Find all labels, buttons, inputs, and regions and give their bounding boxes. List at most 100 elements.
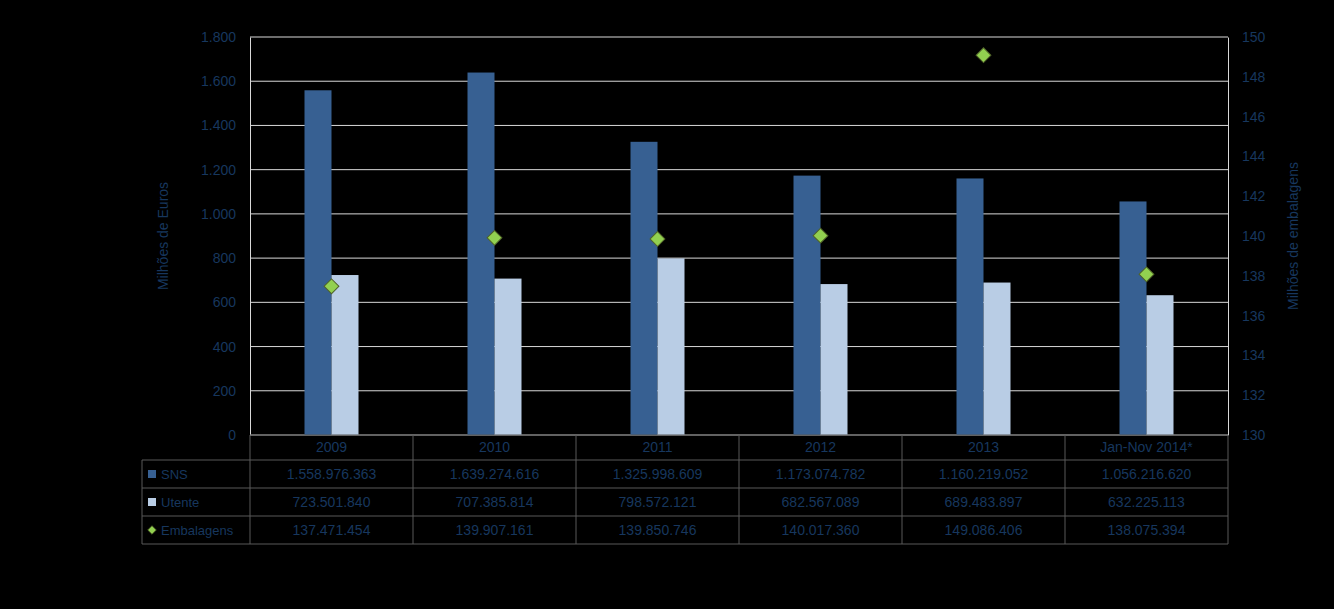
tick: 138 — [1228, 268, 1266, 284]
table-line — [739, 435, 740, 544]
tick: 400 — [213, 339, 250, 355]
tick-label: 2010 — [479, 439, 510, 455]
y2-axis: 130 132 134 136 138 140 142 144 146 148 150 — [1228, 29, 1266, 443]
tick: 2012 — [805, 439, 836, 455]
bar — [794, 176, 821, 435]
grid-line — [250, 213, 1228, 214]
tick: 132 — [1228, 387, 1266, 403]
table-value: 707.385.814 — [456, 494, 534, 510]
tick: 1.800 — [201, 29, 250, 45]
tick: 2011 — [642, 439, 672, 455]
tick-label: 2012 — [805, 439, 836, 455]
tick: 148 — [1228, 69, 1266, 85]
table-value: 140.017.360 — [782, 522, 860, 538]
bar — [957, 178, 984, 435]
point — [1139, 267, 1154, 282]
axis-title: Milhões de embalagens — [1285, 162, 1301, 310]
point — [976, 48, 991, 63]
table-line — [902, 435, 903, 544]
grid-line — [250, 258, 1228, 259]
axis-line — [1228, 38, 1229, 436]
tick-label: 0 — [228, 427, 236, 443]
table-value: 682.567.089 — [782, 494, 860, 510]
tick: 142 — [1228, 188, 1266, 204]
bar-series — [305, 73, 1147, 435]
tick-label: 2013 — [968, 439, 999, 455]
table-value: 139.850.746 — [619, 522, 697, 538]
tick: 134 — [1228, 347, 1266, 363]
grid-line — [250, 169, 1228, 170]
tick: 150 — [1228, 29, 1266, 45]
table-line — [1228, 435, 1229, 544]
legend-label: Utente — [161, 495, 199, 510]
grid-line — [250, 37, 1228, 38]
legend-swatch — [148, 526, 156, 534]
tick: 200 — [213, 383, 250, 399]
table-value: 1.325.998.609 — [613, 466, 703, 482]
table-value: 798.572.121 — [619, 494, 697, 510]
bar — [631, 142, 658, 435]
tick-label: 1.800 — [201, 29, 236, 45]
tick-label: 134 — [1242, 347, 1266, 363]
tick-label: 130 — [1242, 427, 1266, 443]
table-value: 1.558.976.363 — [287, 466, 377, 482]
grid-line — [250, 346, 1228, 347]
tick: 130 — [1228, 427, 1266, 443]
tick-label: 136 — [1242, 308, 1266, 324]
point — [324, 279, 339, 294]
tick-label: 144 — [1242, 148, 1266, 164]
tick: 800 — [213, 250, 250, 266]
bar — [821, 284, 848, 435]
point — [650, 232, 665, 247]
tick-label: Jan-Nov 2014* — [1100, 439, 1193, 455]
table-value: 723.501.840 — [293, 494, 371, 510]
table-line — [142, 460, 143, 544]
bar — [305, 90, 332, 435]
legend-swatch — [148, 498, 156, 506]
table-value: 137.471.454 — [293, 522, 371, 538]
table-value: 632.225.113 — [1108, 494, 1185, 510]
tick-label: 138 — [1242, 268, 1266, 284]
legend-label: SNS — [161, 467, 188, 482]
tick-label: 1.600 — [201, 73, 236, 89]
plot-area — [305, 48, 1174, 435]
point-series — [324, 48, 1154, 294]
data-table: SNS1.558.976.3631.639.274.6161.325.998.6… — [142, 435, 1228, 544]
table-line — [250, 435, 251, 544]
tick: 136 — [1228, 308, 1266, 324]
bar — [1120, 201, 1147, 435]
y-axis: 02004006008001.0001.2001.4001.6001.800 — [201, 29, 251, 443]
chart: 02004006008001.0001.2001.4001.6001.80013… — [0, 0, 1334, 609]
table-line — [413, 435, 414, 544]
tick: Jan-Nov 2014* — [1100, 439, 1193, 455]
background — [0, 0, 1334, 609]
tick: 146 — [1228, 109, 1266, 125]
tick: 1.200 — [201, 162, 250, 178]
tick-label: 148 — [1242, 69, 1266, 85]
tick: 2010 — [479, 439, 510, 455]
bar — [658, 258, 685, 435]
tick: 140 — [1228, 228, 1266, 244]
bar — [495, 279, 522, 435]
tick-label: 2009 — [316, 439, 347, 455]
table-value: 1.056.216.620 — [1102, 466, 1192, 482]
grid-line — [250, 125, 1228, 126]
tick-label: 200 — [213, 383, 237, 399]
bar — [984, 283, 1011, 435]
bar-series — [332, 258, 1174, 435]
tick: 2009 — [316, 439, 347, 455]
legend-label: Embalagens — [161, 523, 234, 538]
tick-label: 800 — [213, 250, 237, 266]
table-value: 1.173.074.782 — [776, 466, 866, 482]
table-line — [1065, 435, 1066, 544]
axis-title: Milhões de Euros — [155, 182, 171, 290]
point — [487, 230, 502, 245]
tick-label: 400 — [213, 339, 237, 355]
tick-label: 1.400 — [201, 117, 236, 133]
point — [813, 228, 828, 243]
bar — [468, 73, 495, 435]
tick: 1.000 — [201, 206, 250, 222]
tick-label: 150 — [1242, 29, 1266, 45]
x-axis: 2009 2010 2011 2012 2013 Jan-Nov 2014* — [316, 439, 1193, 455]
tick: 1.600 — [201, 73, 250, 89]
